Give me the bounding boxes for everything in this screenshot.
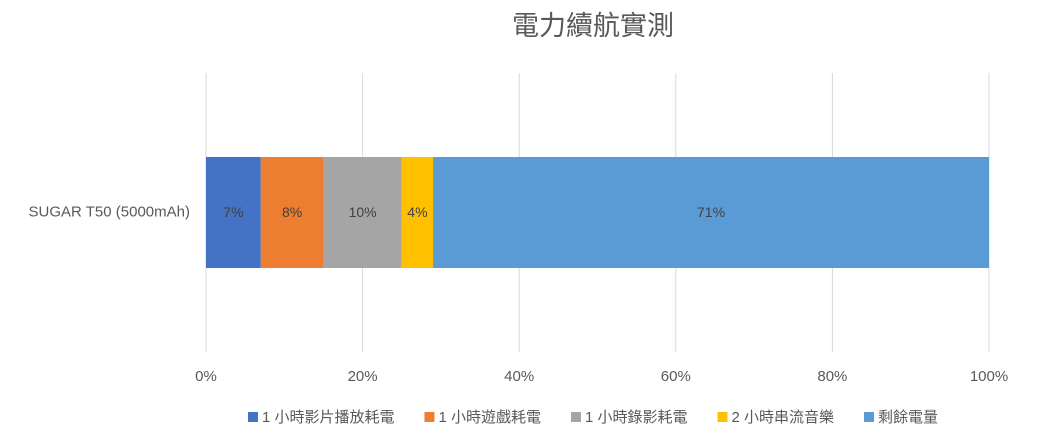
chart-title: 電力續航實測: [512, 11, 674, 41]
data-label: 71%: [697, 204, 725, 220]
bar-segment: [260, 157, 324, 268]
bar-segment: [401, 157, 434, 268]
legend-swatch: [424, 412, 435, 422]
y-tick-label: SUGAR T50 (5000mAh): [29, 203, 190, 220]
legend-label: 剩餘電量: [878, 409, 938, 426]
data-label: 7%: [223, 204, 243, 220]
bar-segment: [206, 157, 261, 268]
x-tick-label: 40%: [504, 368, 534, 385]
legend-label: 1 小時影片播放耗電: [262, 409, 395, 426]
x-tick-label: 80%: [817, 368, 847, 385]
bar-segment: [433, 157, 989, 268]
legend-label: 1 小時遊戲耗電: [438, 409, 541, 426]
x-tick-label: 20%: [348, 368, 378, 385]
legend-swatch: [247, 412, 258, 422]
legend-swatch: [570, 412, 581, 422]
legend-label: 2 小時串流音樂: [732, 409, 835, 426]
x-tick-label: 60%: [661, 368, 691, 385]
x-tick-label: 100%: [970, 368, 1008, 385]
legend-label: 1 小時錄影耗電: [585, 408, 688, 426]
data-label: 10%: [349, 204, 377, 220]
data-label: 8%: [282, 204, 302, 220]
bar-segment: [323, 157, 402, 268]
x-tick-label: 0%: [195, 368, 217, 385]
legend-swatch: [717, 412, 728, 422]
legend-swatch: [864, 412, 875, 422]
data-label: 4%: [407, 204, 427, 220]
